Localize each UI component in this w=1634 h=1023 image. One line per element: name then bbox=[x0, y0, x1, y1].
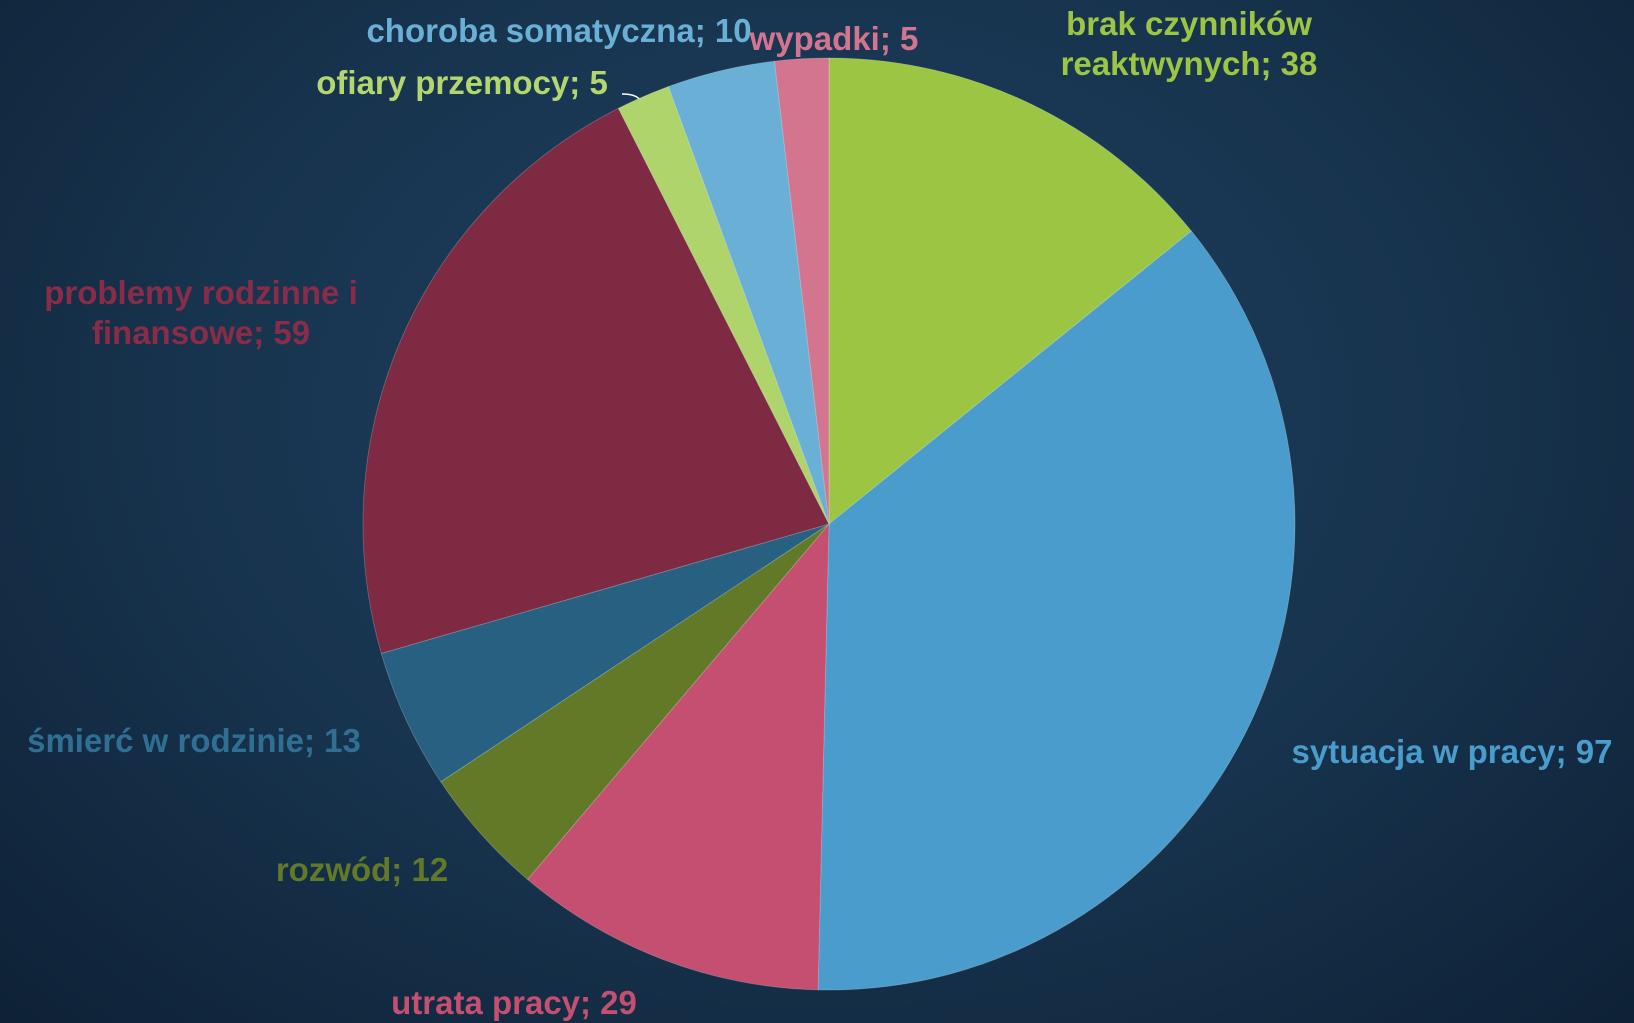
pie-slice bbox=[817, 230, 1296, 991]
data-label: wypadki; 5 bbox=[749, 20, 919, 57]
pie-slice bbox=[828, 57, 1192, 525]
pie-slice bbox=[440, 523, 830, 880]
pie-slice bbox=[380, 523, 830, 783]
data-label: śmierć w rodzinie; 13 bbox=[27, 722, 361, 759]
pie-slice bbox=[774, 57, 830, 525]
data-label: problemy rodzinne i finansowe; 59 bbox=[44, 274, 358, 351]
data-label: rozwód; 12 bbox=[275, 851, 449, 888]
pie-slice bbox=[527, 522, 830, 991]
pie-slice bbox=[617, 86, 830, 525]
data-label: brak czynników reaktwynych; 38 bbox=[1060, 5, 1318, 82]
pie-slice bbox=[667, 60, 830, 525]
data-label: utrata pracy; 29 bbox=[391, 984, 637, 1021]
data-label: choroba somatyczna; 10 bbox=[366, 12, 752, 49]
data-label: ofiary przemocy; 5 bbox=[316, 64, 608, 101]
data-label: sytuacja w pracy; 97 bbox=[1291, 733, 1613, 770]
pie-slice bbox=[362, 107, 830, 654]
